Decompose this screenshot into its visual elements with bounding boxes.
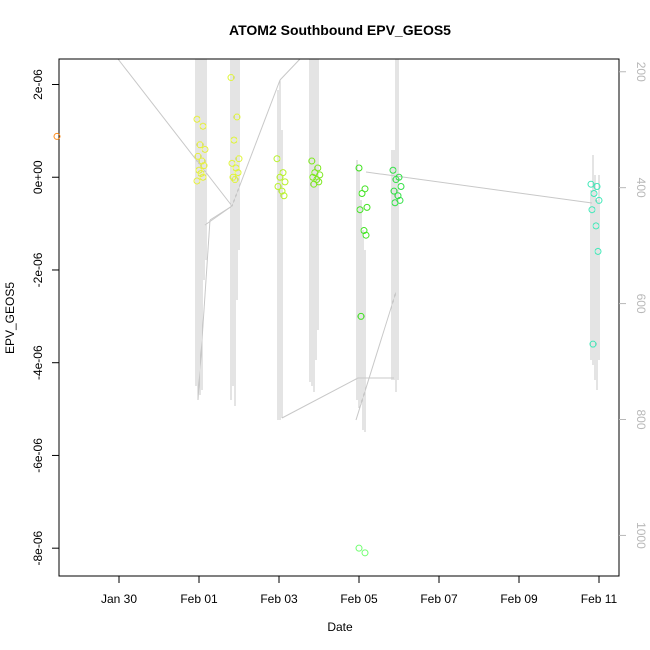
data-point	[361, 549, 369, 557]
data-point	[193, 177, 201, 185]
data-point	[233, 113, 241, 121]
trace-line	[365, 171, 593, 204]
data-point	[392, 176, 400, 184]
data-point	[595, 196, 603, 204]
data-point	[587, 180, 595, 188]
y-tick-label: 2e-06	[31, 69, 45, 100]
data-point	[590, 189, 598, 197]
data-point	[281, 178, 289, 186]
data-point	[389, 166, 397, 174]
data-point	[198, 157, 206, 165]
secondary-y-tick-label: 1000	[634, 522, 648, 549]
data-point	[274, 183, 282, 191]
data-point	[308, 157, 316, 165]
trace-line	[204, 205, 233, 226]
data-point	[355, 544, 363, 552]
data-point	[588, 206, 596, 214]
x-axis-label: Date	[327, 620, 353, 634]
secondary-y-axis: 200 400 600 800 1000	[619, 62, 648, 549]
data-point	[197, 170, 205, 178]
x-tick-label: Feb 11	[581, 592, 618, 606]
y-axis-label: EPV_GEOS5	[3, 282, 17, 354]
x-tick-label: Jan 30	[101, 592, 137, 606]
trace-line	[281, 377, 359, 419]
data-point	[391, 199, 399, 207]
data-point	[228, 159, 236, 167]
data-point	[397, 183, 405, 191]
x-tick-label: Feb 05	[340, 592, 378, 606]
secondary-y-tick-label: 200	[634, 62, 648, 82]
data-point	[199, 122, 207, 130]
data-point	[310, 180, 318, 188]
data-point	[355, 164, 363, 172]
y-tick-label: -2e-06	[31, 252, 45, 287]
trace-line	[117, 58, 233, 207]
data-points	[53, 74, 603, 557]
x-tick-label: Feb 07	[420, 592, 458, 606]
data-point	[280, 192, 288, 200]
trace-line	[355, 291, 397, 421]
data-point	[201, 145, 209, 153]
data-point	[309, 173, 317, 181]
y-tick-label: -8e-06	[31, 531, 45, 566]
trace-line	[231, 79, 281, 207]
y-axis: 2e-06 0e+00 -2e-06 -4e-06 -6e-06 -8e-06	[31, 69, 59, 566]
data-point	[230, 136, 238, 144]
data-point	[276, 173, 284, 181]
y-tick-label: -4e-06	[31, 345, 45, 380]
x-tick-label: Feb 03	[260, 592, 298, 606]
data-point	[199, 173, 207, 181]
trace-line	[279, 58, 301, 81]
data-point	[594, 247, 602, 255]
y-tick-label: 0e+00	[31, 160, 45, 194]
data-point	[363, 203, 371, 211]
plot-frame	[58, 58, 620, 577]
data-point	[196, 141, 204, 149]
data-point	[358, 189, 366, 197]
data-point	[360, 227, 368, 235]
x-tick-label: Feb 09	[500, 592, 538, 606]
data-point	[229, 173, 237, 181]
data-point	[227, 74, 235, 82]
data-point	[589, 340, 597, 348]
data-point	[593, 183, 601, 191]
data-point	[592, 222, 600, 230]
data-point	[194, 152, 202, 160]
data-point	[273, 155, 281, 163]
data-point	[356, 206, 364, 214]
data-point	[235, 155, 243, 163]
pressure-traces	[117, 58, 600, 432]
data-point	[53, 132, 61, 140]
data-point	[232, 164, 240, 172]
data-point	[234, 169, 242, 177]
x-tick-label: Feb 01	[180, 592, 218, 606]
data-point	[394, 192, 402, 200]
data-point	[362, 231, 370, 239]
secondary-y-tick-label: 600	[634, 294, 648, 314]
chart-title: ATOM2 Southbound EPV_GEOS5	[229, 22, 451, 38]
secondary-y-tick-label: 800	[634, 409, 648, 429]
data-point	[357, 312, 365, 320]
data-point	[278, 187, 286, 195]
data-point	[390, 187, 398, 195]
secondary-y-tick-label: 400	[634, 178, 648, 198]
y-tick-label: -6e-06	[31, 438, 45, 473]
data-point	[200, 162, 208, 170]
data-point	[193, 115, 201, 123]
data-point	[231, 176, 239, 184]
x-axis: Jan 30 Feb 01 Feb 03 Feb 05 Feb 07 Feb 09 Feb …	[101, 576, 618, 606]
